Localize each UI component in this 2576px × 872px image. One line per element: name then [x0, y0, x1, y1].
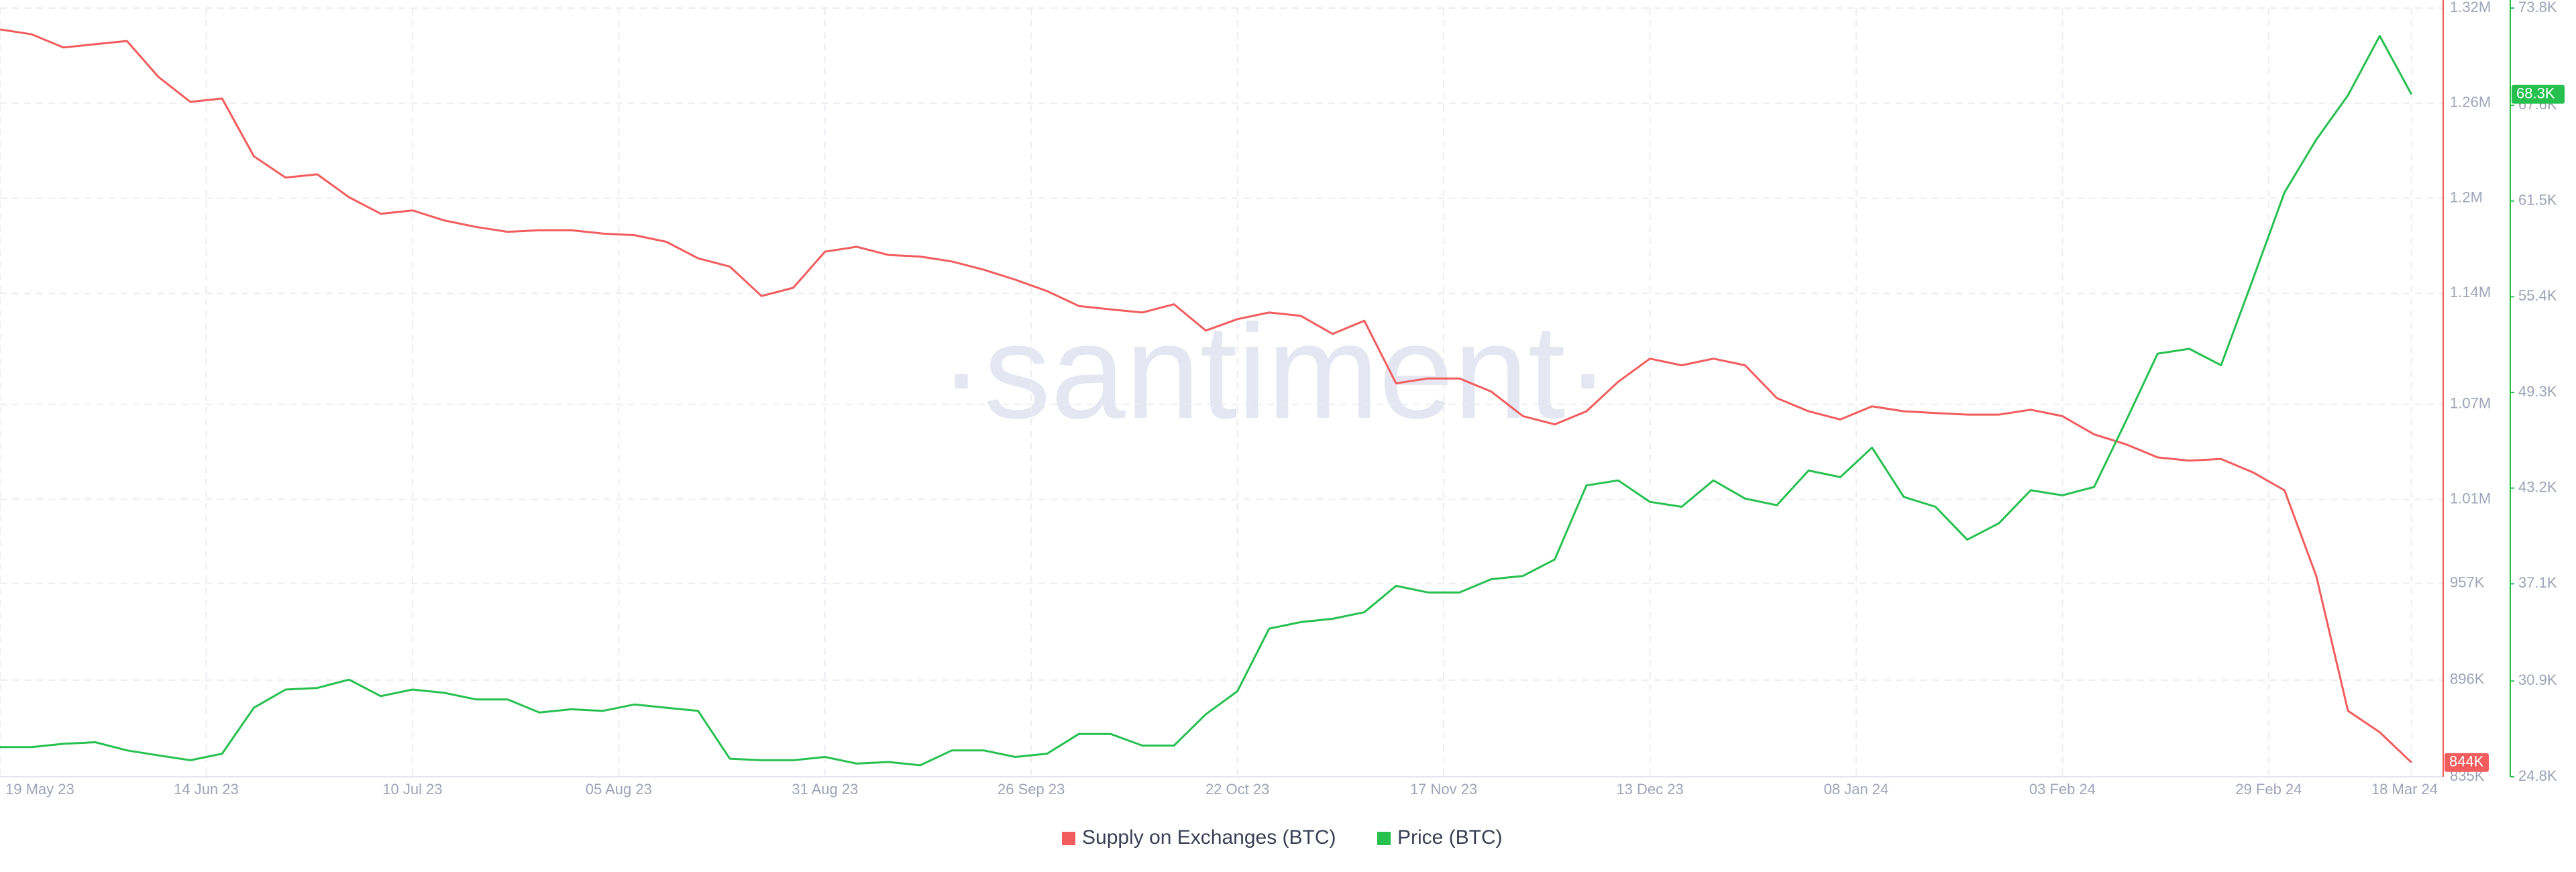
- value-label: 844K: [2449, 753, 2484, 770]
- y-tick-label: 896K: [2450, 671, 2485, 688]
- y2-tick-label: 61.5K: [2518, 191, 2557, 208]
- x-tick-label: 26 Sep 23: [998, 781, 1065, 798]
- y2-tick-label: 49.3K: [2518, 383, 2557, 400]
- legend-swatch[interactable]: [1377, 832, 1391, 845]
- y-tick-label: 1.14M: [2450, 284, 2491, 301]
- y-tick-label: 1.32M: [2450, 0, 2491, 15]
- y-tick-label: 1.2M: [2450, 188, 2483, 205]
- watermark: ·santiment·: [939, 297, 1610, 447]
- y2-tick-label: 73.8K: [2518, 0, 2557, 15]
- x-tick-label: 08 Jan 24: [1824, 781, 1889, 798]
- legend-label[interactable]: Supply on Exchanges (BTC): [1082, 826, 1336, 849]
- y-tick-label: 957K: [2450, 574, 2485, 591]
- x-tick-label: 17 Nov 23: [1410, 781, 1477, 798]
- legend-swatch[interactable]: [1062, 832, 1075, 845]
- y-tick-label: 1.07M: [2450, 395, 2491, 412]
- x-tick-label: 03 Feb 24: [2029, 781, 2096, 798]
- y2-tick-label: 43.2K: [2518, 478, 2557, 495]
- value-badge: [2445, 753, 2489, 772]
- x-tick-label: 18 Mar 24: [2371, 781, 2438, 798]
- y-tick-label: 1.26M: [2450, 94, 2491, 111]
- y2-tick-label: 37.1K: [2518, 574, 2557, 591]
- x-tick-label: 13 Dec 23: [1616, 781, 1683, 798]
- legend-label[interactable]: Price (BTC): [1397, 826, 1503, 849]
- value-badge: [2512, 85, 2565, 104]
- y2-tick-label: 24.8K: [2518, 767, 2557, 784]
- series-line: [0, 35, 2413, 767]
- x-tick-label: 29 Feb 24: [2235, 781, 2302, 798]
- series-line: [0, 28, 2412, 763]
- x-tick-label: 05 Aug 23: [586, 781, 652, 798]
- x-tick-label: 14 Jun 23: [174, 781, 239, 798]
- y2-tick-label: 55.4K: [2518, 287, 2557, 304]
- x-tick-label: 22 Oct 23: [1205, 781, 1269, 798]
- y2-tick-label: 30.9K: [2518, 671, 2557, 688]
- x-tick-label: 31 Aug 23: [792, 781, 858, 798]
- x-tick-label: 10 Jul 23: [382, 781, 442, 798]
- y-tick-label: 1.01M: [2450, 490, 2491, 506]
- x-tick-label: 19 May 23: [5, 781, 74, 798]
- value-label: 68.3K: [2516, 85, 2555, 101]
